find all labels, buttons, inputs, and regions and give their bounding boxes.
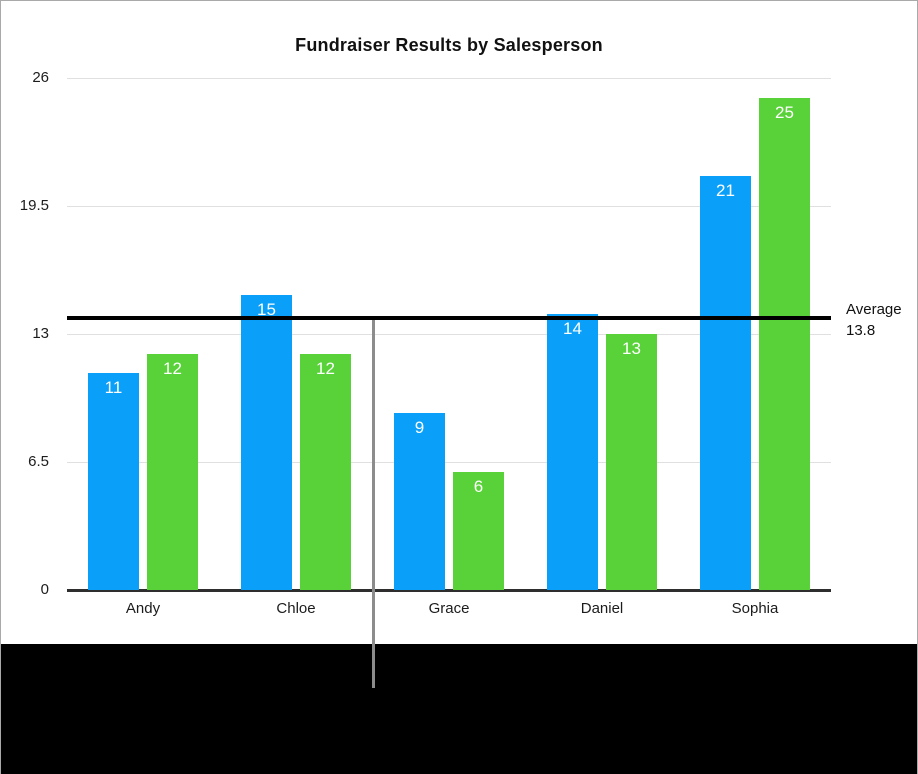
x-category-label-chloe: Chloe (276, 600, 316, 617)
bar-value-label: 13 (622, 339, 641, 358)
bar-value-label: 21 (716, 181, 735, 200)
gridline-y-6.5 (67, 461, 831, 463)
x-category-label-grace: Grace (428, 600, 470, 617)
bar-value-label: 12 (316, 359, 335, 378)
gridline-y-26 (67, 77, 831, 79)
y-tick-label: 26 (32, 69, 49, 86)
gridline-y-13 (67, 333, 831, 335)
bar-series-green-daniel: 13 (606, 334, 657, 590)
average-line-label: Average 13.8 (846, 299, 902, 341)
bar-value-label: 6 (473, 477, 484, 496)
bar-series-green-andy: 12 (147, 354, 198, 590)
bar-series-blue-andy: 11 (88, 373, 139, 590)
bar-series-blue-chloe: 15 (241, 295, 292, 590)
bar-value-label: 12 (163, 359, 182, 378)
plot-area: 0 6.5 13 19.5 26 11 12 Andy 15 12 Chloe 9 6 Grace 14 13… (1, 1, 917, 644)
bar-value-label: 11 (104, 378, 123, 397)
chart-title: Fundraiser Results by Salesperson (295, 35, 603, 55)
x-axis-line (67, 589, 831, 592)
bar-value-label: 14 (563, 319, 582, 338)
average-reference-line (67, 316, 831, 320)
bar-value-label: 9 (414, 418, 425, 437)
x-category-label-sophia: Sophia (731, 600, 779, 617)
y-tick-label: 19.5 (19, 197, 49, 214)
x-category-label-andy: Andy (125, 600, 161, 617)
bar-series-green-sophia: 25 (759, 98, 810, 590)
black-footer-band (1, 644, 917, 774)
bar-series-blue-daniel: 14 (547, 314, 598, 590)
bar-value-label: 15 (257, 300, 276, 319)
average-label-text: Average (846, 301, 902, 318)
y-tick-label: 6.5 (28, 453, 49, 470)
y-tick-label: 13 (32, 325, 49, 342)
pointer-line (372, 320, 375, 688)
x-category-label-daniel: Daniel (580, 600, 624, 617)
y-tick-label: 0 (40, 581, 49, 598)
average-value-text: 13.8 (846, 322, 876, 339)
bar-series-green-chloe: 12 (300, 354, 351, 590)
bar-series-green-grace: 6 (453, 472, 504, 590)
gridline-y-19.5 (67, 205, 831, 207)
bar-value-label: 25 (775, 103, 794, 122)
bar-series-blue-sophia: 21 (700, 176, 751, 590)
bar-series-blue-grace: 9 (394, 413, 445, 590)
